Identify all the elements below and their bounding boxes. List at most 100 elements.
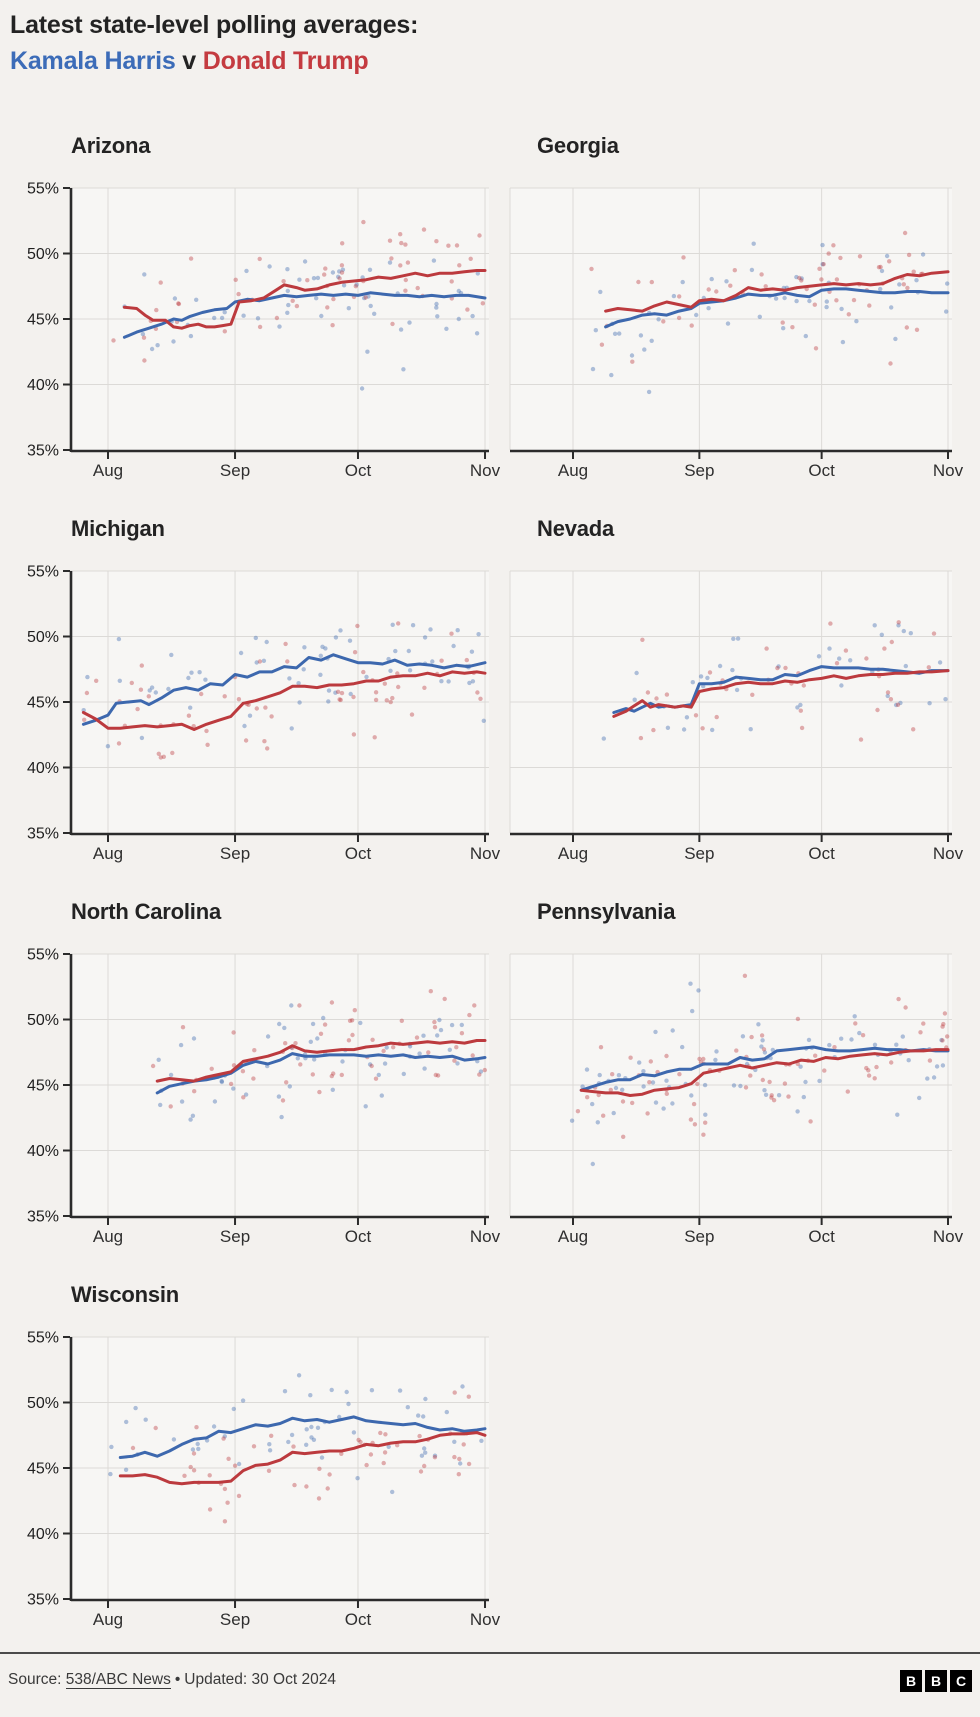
harris-poll-dots [569,981,946,1167]
x-tick-label: Oct [345,1227,372,1246]
x-tick-label: Aug [93,461,123,480]
data-layer [589,230,950,395]
y-tick-label: 55% [27,947,59,964]
x-tick-label: Oct [345,1610,372,1629]
trump-trend-line [604,270,950,313]
chart-arizona: Arizona 55% 50% 45% 40% 35% Aug Sep Oct Nov [0,110,505,493]
chart-pennsylvania: Pennsylvania Aug Sep Oct Nov [505,876,980,1259]
page-header: Latest state-level polling averages: Kam… [0,0,980,110]
x-tick-label: Oct [808,1227,835,1246]
chart-canvas-wisconsin: 55% 50% 45% 40% 35% Aug Sep Oct Nov [27,1330,501,1630]
chart-title-nevada: Nevada [537,516,615,541]
data-layer [601,620,950,742]
chart-title-georgia: Georgia [537,133,619,158]
harris-trend-line [604,287,950,329]
source-link[interactable]: 538/ABC News [65,1671,171,1689]
chart-canvas-arizona: 55% 50% 45% 40% 35% Aug Sep Oct Nov [27,181,501,481]
y-tick-label: 50% [27,629,59,646]
y-tick-label: 55% [27,1330,59,1347]
chart-title-arizona: Arizona [71,133,151,158]
chart-title-north-carolina: North Carolina [71,899,221,924]
page-subtitle: Kamala Harris v Donald Trump [10,46,980,77]
harris-poll-dots [590,241,950,395]
y-tick-label: 40% [27,1143,59,1160]
x-tick-label: Oct [808,461,835,480]
chart-north-carolina: North Carolina 55% 50% 45% 40% 35% Aug Sep Oct No… [0,876,505,1259]
harris-trend-line [122,291,487,339]
y-tick-label: 45% [27,312,59,329]
x-tick-label: Nov [933,844,964,863]
trump-trend-line [579,1048,950,1097]
chart-title-wisconsin: Wisconsin [71,1282,180,1307]
x-tick-label: Nov [933,1227,964,1246]
x-tick-label: Oct [345,844,372,863]
y-tick-label: 55% [27,564,59,581]
x-tick-label: Aug [93,1227,123,1246]
x-tick-label: Nov [470,1610,501,1629]
updated-label: Updated: 30 Oct 2024 [184,1671,336,1688]
page-footer: Source: 538/ABC News • Updated: 30 Oct 202… [0,1652,980,1715]
harris-trend-line [81,653,487,726]
y-tick-label: 40% [27,377,59,394]
bbc-logo-letter-1: B [900,1670,922,1692]
y-tick-label: 55% [27,181,59,198]
x-tick-label: Sep [684,461,714,480]
x-tick-label: Nov [470,1227,501,1246]
source-line: Source: 538/ABC News • Updated: 30 Oct 202… [8,1671,336,1689]
y-tick-label: 40% [27,1526,59,1543]
harris-poll-dots [81,622,486,749]
trump-poll-dots [82,621,483,760]
x-tick-label: Aug [93,844,123,863]
versus-label: v [175,47,203,76]
harris-trend-line [118,1415,487,1459]
data-layer [108,1373,487,1524]
trump-trend-line [612,669,950,718]
harris-trend-line [155,1052,487,1095]
x-tick-label: Nov [470,461,501,480]
chart-title-pennsylvania: Pennsylvania [537,899,676,924]
x-tick-label: Sep [684,1227,714,1246]
x-tick-label: Sep [684,844,714,863]
y-tick-label: 50% [27,246,59,263]
x-tick-label: Oct [808,844,835,863]
trump-trend-line [81,670,487,731]
y-tick-label: 50% [27,1395,59,1412]
chart-canvas-pennsylvania: Aug Sep Oct Nov [509,953,964,1246]
x-tick-label: Nov [933,461,964,480]
chart-georgia: Georgia Aug Sep Oct Nov [505,110,980,493]
data-layer [111,219,487,391]
bbc-logo-letter-2: B [925,1670,947,1692]
x-tick-label: Aug [93,1610,123,1629]
y-tick-label: 35% [27,443,59,460]
x-tick-label: Nov [470,844,501,863]
harris-trend-line [579,1045,950,1092]
y-tick-label: 45% [27,1078,59,1095]
y-tick-label: 40% [27,760,59,777]
x-tick-label: Oct [345,461,372,480]
y-tick-label: 45% [27,1461,59,1478]
harris-trend-line [612,665,950,714]
source-prefix: Source: [8,1671,66,1688]
y-tick-label: 35% [27,1592,59,1609]
separator-dot: • [174,1671,181,1688]
x-tick-label: Sep [220,1610,250,1629]
x-tick-label: Aug [558,461,588,480]
trump-poll-dots [638,620,937,742]
y-tick-label: 35% [27,826,59,843]
harris-legend-label: Kamala Harris [10,47,176,76]
data-layer [569,973,950,1167]
charts-grid: Arizona 55% 50% 45% 40% 35% Aug Sep Oct Nov Georgi… [0,110,980,1642]
chart-canvas-georgia: Aug Sep Oct Nov [509,187,964,480]
bbc-logo-letter-3: C [950,1670,972,1692]
x-tick-label: Sep [220,844,250,863]
chart-nevada: Nevada Aug Sep Oct Nov [505,493,980,876]
trump-trend-line [155,1039,487,1083]
y-tick-label: 45% [27,695,59,712]
trump-trend-line [118,1431,487,1486]
trump-poll-dots [111,219,485,363]
y-tick-label: 50% [27,1012,59,1029]
x-tick-label: Sep [220,1227,250,1246]
chart-title-michigan: Michigan [71,516,165,541]
